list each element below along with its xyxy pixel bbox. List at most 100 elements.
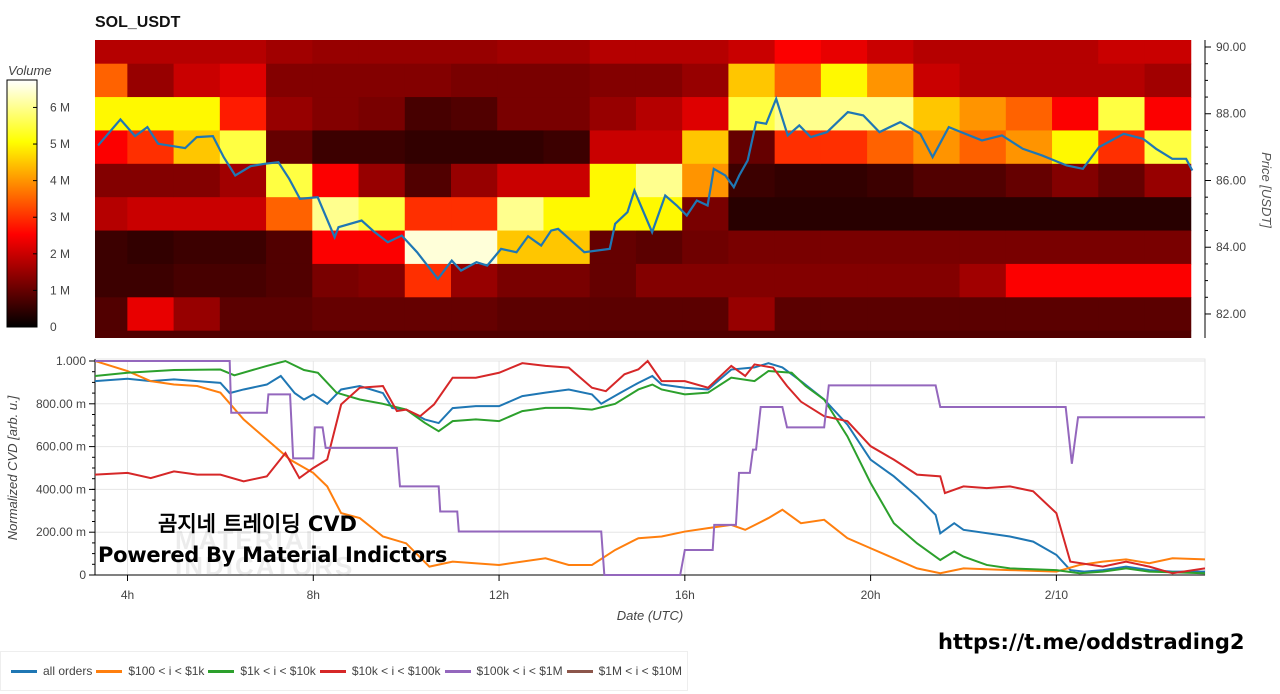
heatmap-cell	[219, 163, 267, 198]
heatmap-cell	[1005, 330, 1053, 338]
heatmap-cell	[913, 230, 961, 265]
heatmap-cell	[635, 297, 683, 332]
heatmap-cell	[1005, 230, 1053, 265]
heatmap-cell	[497, 130, 544, 165]
heatmap-cell	[635, 230, 683, 265]
colorbar-gradient	[6, 79, 38, 328]
heatmap-cell	[635, 40, 683, 65]
heatmap-cell	[95, 63, 128, 98]
heatmap-cell	[728, 263, 776, 298]
heatmap-cell	[1005, 163, 1053, 198]
heatmap-cell	[173, 230, 221, 265]
heatmap-cell	[867, 40, 914, 65]
heatmap-cell	[1052, 263, 1099, 298]
heatmap-cell	[497, 197, 544, 232]
heatmap-cell	[312, 163, 360, 198]
legend-label: $1k < i < $10k	[240, 664, 316, 678]
heatmap-cell	[451, 163, 498, 198]
heatmap-cell	[959, 40, 1007, 65]
legend-item[interactable]: all orders	[11, 664, 92, 678]
heatmap-cell	[497, 263, 544, 298]
heatmap-cell	[219, 263, 267, 298]
chart-legend: all orders $100 < i < $1k $1k < i < $10k $1…	[0, 651, 688, 691]
legend-item[interactable]: $100 < i < $1k	[96, 664, 204, 678]
colorbar-title: Volume	[8, 63, 52, 78]
heatmap-cell	[682, 40, 729, 65]
heatmap-cell	[1005, 63, 1053, 98]
heatmap-cell	[959, 230, 1007, 265]
heatmap-cell	[266, 297, 313, 332]
heatmap-cell	[635, 163, 683, 198]
watermark-powered-by: Powered By Material Indictors	[98, 543, 448, 567]
heatmap-cell	[451, 63, 498, 98]
heatmap-cell	[820, 230, 868, 265]
heatmap-cell	[913, 263, 961, 298]
heatmap-cell	[1052, 330, 1099, 338]
heatmap-cell	[774, 330, 822, 338]
legend-label: $10k < i < $100k	[351, 664, 441, 678]
legend-item[interactable]: $10k < i < $100k	[319, 664, 441, 678]
heatmap-cell	[589, 297, 637, 332]
colorbar-tick-label: 4 M	[50, 174, 70, 188]
cvd-x-tick-label: 2/10	[1045, 588, 1069, 602]
heatmap-cell	[589, 330, 637, 338]
heatmap-cell	[1052, 63, 1099, 98]
legend-item[interactable]: $1M < i < $10M	[566, 664, 682, 678]
heatmap-cell	[682, 263, 729, 298]
heatmap-cell	[266, 40, 313, 65]
cvd-x-tick-label: 8h	[307, 588, 320, 602]
heatmap-cell	[219, 130, 267, 165]
heatmap-cell	[682, 197, 729, 232]
heatmap-cell	[1144, 40, 1192, 65]
heatmap-cell	[867, 297, 914, 332]
heatmap-cell	[1052, 230, 1099, 265]
heatmap-cell	[451, 130, 498, 165]
heatmap-cell	[219, 230, 267, 265]
heatmap-cell	[1005, 263, 1053, 298]
legend-item[interactable]: $100k < i < $1M	[444, 664, 563, 678]
heatmap-cell	[959, 297, 1007, 332]
legend-swatch	[319, 669, 346, 673]
heatmap-cell	[266, 63, 313, 98]
heatmap-cell	[543, 297, 591, 332]
heatmap-cell	[820, 40, 868, 65]
heatmap-cell	[728, 297, 776, 332]
heatmap-cell	[404, 330, 452, 338]
heatmap-cell	[728, 130, 776, 165]
heatmap-cell	[1005, 130, 1053, 165]
heatmap-cell	[1144, 63, 1192, 98]
legend-label: $1M < i < $10M	[598, 664, 682, 678]
heatmap-cell	[358, 40, 406, 65]
cvd-y-tick-label: 400.00 m	[36, 482, 86, 496]
heatmap-cell	[1144, 163, 1192, 198]
heatmap-cell	[728, 63, 776, 98]
heatmap-cell	[1144, 330, 1192, 338]
colorbar-tick-label: 6 M	[50, 100, 70, 114]
heatmap-cell	[682, 97, 729, 131]
heatmap-cell	[682, 230, 729, 265]
volume-heatmap	[95, 40, 1194, 338]
heatmap-cell	[635, 263, 683, 298]
telegram-link[interactable]: https://t.me/oddstrading2	[938, 630, 1245, 654]
legend-label: $100k < i < $1M	[476, 664, 563, 678]
heatmap-cell	[543, 63, 591, 98]
heatmap-cell	[959, 197, 1007, 232]
heatmap-cell	[1052, 197, 1099, 232]
heatmap-cell	[820, 263, 868, 298]
heatmap-cell	[728, 163, 776, 198]
heatmap-cell	[820, 297, 868, 332]
legend-item[interactable]: $1k < i < $10k	[208, 664, 316, 678]
heatmap-cell	[728, 197, 776, 232]
heatmap-cell	[913, 330, 961, 338]
heatmap-cell	[1144, 230, 1192, 265]
heatmap-cell	[312, 97, 360, 131]
heatmap-cell	[913, 297, 961, 332]
heatmap-cell	[219, 40, 267, 65]
heatmap-cell	[451, 330, 498, 338]
price-axis: 82.00 84.00 86.00 88.00 90.00 Price [USDT]	[1204, 40, 1274, 338]
heatmap-cell	[635, 130, 683, 165]
heatmap-cell	[404, 197, 452, 232]
heatmap-cell	[497, 163, 544, 198]
heatmap-cell	[1005, 197, 1053, 232]
